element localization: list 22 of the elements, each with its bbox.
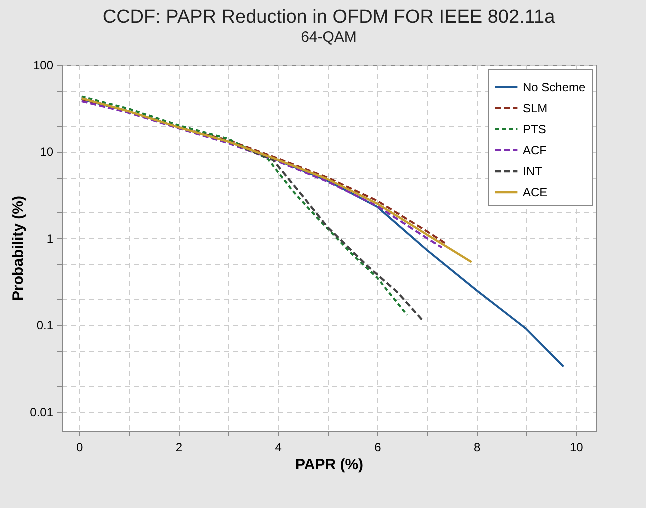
legend-label: INT	[523, 164, 543, 178]
y-tick-label: 10	[40, 145, 54, 160]
y-tick-label: 1	[46, 232, 54, 246]
x-tick-label: 10	[570, 440, 584, 454]
y-tick-label: 0.1	[36, 318, 54, 333]
x-tick-label: 6	[374, 440, 382, 454]
x-tick-label: 8	[474, 440, 481, 454]
legend-label: SLM	[523, 102, 548, 116]
x-axis-title: PAPR (%)	[295, 456, 364, 474]
x-tick-label: 0	[76, 440, 84, 454]
x-tick-label: 2	[176, 440, 183, 454]
legend-label: ACF	[523, 144, 547, 158]
y-tick-label: 0.01	[30, 405, 54, 420]
chart-title: CCDF: PAPR Reduction in OFDM FOR IEEE 802.11a	[102, 7, 556, 28]
line-series	[80, 97, 473, 264]
legend-label: PTS	[523, 122, 546, 136]
legend-label: No Scheme	[523, 80, 586, 94]
chart-subtitle: 64-QAM	[301, 29, 357, 46]
x-tick-label: 4	[275, 440, 282, 454]
legend-label: ACE	[523, 186, 548, 200]
y-tick-label: 100	[33, 58, 54, 72]
y-axis-title: Probability (%)	[10, 196, 28, 302]
